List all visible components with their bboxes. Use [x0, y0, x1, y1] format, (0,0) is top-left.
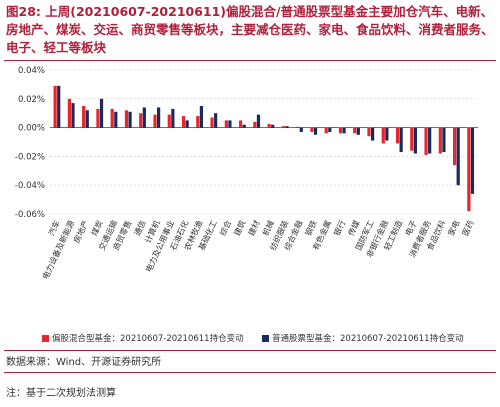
bar-stock-8	[171, 108, 175, 128]
bar-stock-26	[428, 127, 432, 154]
bar-mixed-22	[367, 127, 371, 137]
bar-mixed-15	[267, 124, 271, 128]
chart-legend: 偏股混合型基金：20210607-20210611持仓变动 普通股票型基金：20…	[0, 326, 500, 350]
bar-mixed-10	[196, 116, 200, 128]
bar-mixed-7	[153, 114, 157, 128]
bar-mixed-13	[239, 120, 243, 128]
x-tick-label: 医药	[460, 219, 476, 238]
legend-label-stock-fund: 普通股票型基金：20210607-20210611持仓变动	[272, 334, 464, 344]
legend-item-mixed-fund: 偏股混合型基金：20210607-20210611持仓变动	[42, 332, 244, 344]
bar-mixed-18	[310, 127, 314, 132]
bar-mixed-21	[353, 127, 357, 134]
x-tick-label: 通信	[132, 219, 148, 238]
legend-swatch-red	[42, 334, 49, 342]
bar-stock-13	[242, 124, 246, 128]
bar-mixed-3	[96, 108, 100, 128]
bar-mixed-17	[296, 126, 300, 128]
bar-stock-4	[114, 111, 118, 128]
y-tick-label: -0.04%	[15, 181, 45, 191]
legend-label-mixed-fund: 偏股混合型基金：20210607-20210611持仓变动	[52, 334, 244, 344]
bar-stock-14	[256, 114, 261, 128]
legend-divider	[4, 350, 496, 351]
bar-mixed-16	[281, 126, 285, 128]
y-tick-label: 0.02%	[18, 95, 45, 105]
bar-mixed-9	[181, 116, 186, 128]
bar-mixed-8	[167, 114, 171, 128]
bar-stock-20	[342, 127, 346, 134]
bar-mixed-29	[467, 127, 471, 212]
chart-title: 图28: 上周(20210607-20210611)偏股混合/普通股票型基金主要…	[6, 4, 494, 55]
bar-stock-15	[271, 124, 275, 128]
bar-mixed-20	[338, 127, 343, 134]
bar-stock-25	[413, 127, 417, 154]
x-tick-label: 汽车	[46, 219, 62, 238]
x-tick-label: 钢铁	[303, 219, 319, 238]
bar-stock-3	[99, 98, 104, 128]
bar-stock-6	[142, 107, 146, 128]
y-tick-label: 0.00%	[18, 124, 45, 134]
bar-stock-21	[356, 127, 360, 135]
bar-mixed-14	[253, 121, 257, 128]
x-tick-label: 电子	[403, 219, 419, 238]
legend-swatch-navy	[262, 334, 269, 342]
bar-mixed-19	[324, 127, 328, 134]
bar-mixed-2	[82, 106, 86, 128]
legend-item-stock-fund: 普通股票型基金：20210607-20210611持仓变动	[262, 332, 464, 344]
bar-mixed-28	[453, 127, 457, 166]
bar-stock-11	[214, 113, 218, 128]
bar-mixed-5	[124, 110, 129, 128]
bar-mixed-12	[224, 120, 228, 128]
y-tick-label: -0.06%	[15, 210, 45, 220]
y-tick-label: -0.02%	[15, 152, 45, 162]
bar-stock-28	[456, 127, 460, 186]
title-divider	[4, 60, 496, 61]
bar-stock-17	[299, 127, 303, 132]
bar-mixed-11	[210, 117, 214, 128]
bar-mixed-6	[139, 113, 143, 128]
bar-stock-18	[313, 127, 318, 135]
x-tick-label: 煤炭	[89, 219, 105, 238]
bar-stock-1	[71, 103, 75, 128]
bar-stock-29	[470, 127, 475, 194]
bar-stock-5	[128, 111, 132, 128]
bar-stock-10	[199, 106, 203, 128]
bar-mixed-4	[110, 108, 114, 128]
x-tick-label: 建材	[246, 219, 262, 238]
bar-stock-2	[85, 110, 89, 128]
bar-mixed-26	[424, 127, 428, 155]
bar-stock-12	[228, 120, 232, 128]
bar-stock-23	[385, 127, 389, 141]
bar-mixed-1	[67, 98, 71, 128]
x-tick-label: 机械	[260, 219, 276, 238]
bar-mixed-23	[381, 127, 385, 144]
footer-divider	[4, 372, 496, 373]
y-tick-label: 0.04%	[18, 66, 45, 76]
bar-stock-19	[328, 127, 332, 132]
bar-stock-16	[285, 126, 289, 128]
bar-stock-9	[185, 120, 189, 128]
bar-mixed-24	[395, 127, 400, 144]
x-tick-label: 综合	[217, 219, 233, 238]
bar-mixed-0	[53, 85, 57, 128]
bar-mixed-27	[438, 127, 442, 154]
footnote: 注：基于二次规划法测算	[6, 388, 116, 399]
x-tick-label: 建筑	[232, 219, 248, 238]
bar-stock-0	[57, 85, 61, 128]
x-tick-label: 家电	[446, 219, 462, 238]
x-tick-label: 传媒	[346, 219, 362, 238]
bar-mixed-25	[410, 127, 414, 151]
bar-chart: 0.04%0.02%0.00%-0.02%-0.04%-0.06%汽车电力设备及…	[15, 66, 478, 281]
x-tick-label: 银行	[331, 219, 347, 238]
bar-stock-22	[371, 127, 375, 141]
bar-stock-27	[442, 127, 446, 153]
data-source: 数据来源：Wind、开源证券研究所	[6, 357, 162, 368]
bar-stock-24	[399, 127, 403, 153]
bar-stock-7	[157, 107, 161, 128]
